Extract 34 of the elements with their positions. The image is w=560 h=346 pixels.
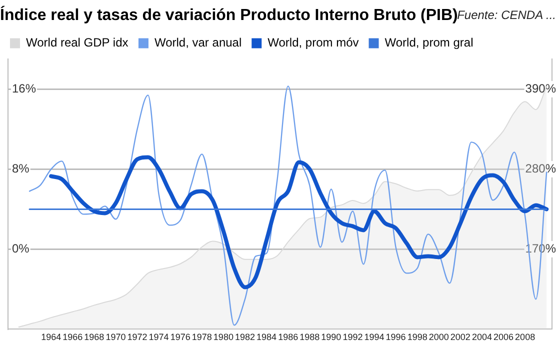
x-tick-label: 1984 xyxy=(256,332,277,342)
x-tick-label: 1982 xyxy=(234,332,256,342)
x-tick-label: 1974 xyxy=(148,332,169,342)
x-tick-label: 1972 xyxy=(127,332,148,342)
x-tick-label: 1994 xyxy=(364,332,384,342)
legend-label: World, var anual xyxy=(154,36,242,50)
legend-label: World, prom móv xyxy=(268,36,359,50)
x-tick-label: 2002 xyxy=(450,332,470,342)
x-tick-label: 2000 xyxy=(428,332,449,342)
x-tick-label: 1970 xyxy=(106,332,126,342)
x-tick-label: 1996 xyxy=(386,332,406,342)
x-tick-label: 1992 xyxy=(342,332,363,342)
source-note: Fuente: CENDA ... xyxy=(457,8,556,22)
x-tick-label: 1990 xyxy=(321,332,342,342)
y2-tick-label: 390% xyxy=(525,82,556,96)
x-tick-label: 1968 xyxy=(84,332,104,342)
legend-label: World real GDP idx xyxy=(26,36,128,50)
legend-label: World, prom gral xyxy=(384,36,474,50)
x-tick-label: 2006 xyxy=(494,332,514,342)
x-tick-label: 1986 xyxy=(278,332,298,342)
x-tick-label: 2004 xyxy=(472,332,492,342)
x-tick-label: 1964 xyxy=(41,332,62,342)
y2-tick-label: 280% xyxy=(525,162,556,176)
x-tick-label: 2008 xyxy=(515,332,536,342)
x-tick-label: 1976 xyxy=(170,332,190,342)
y-tick-label: 8% xyxy=(12,162,30,176)
x-tick-label: 1980 xyxy=(213,332,234,342)
x-tick-label: 1978 xyxy=(192,332,212,342)
x-tick-label: 1988 xyxy=(300,332,320,342)
chart-title: Índice real y tasas de variación Producto Interno Bruto (PIB) xyxy=(0,5,458,24)
y-tick-label: 16% xyxy=(12,82,36,96)
y-tick-label: 0% xyxy=(12,242,30,256)
x-tick-label: 1966 xyxy=(62,332,83,342)
x-tick-label: 1998 xyxy=(407,332,428,342)
